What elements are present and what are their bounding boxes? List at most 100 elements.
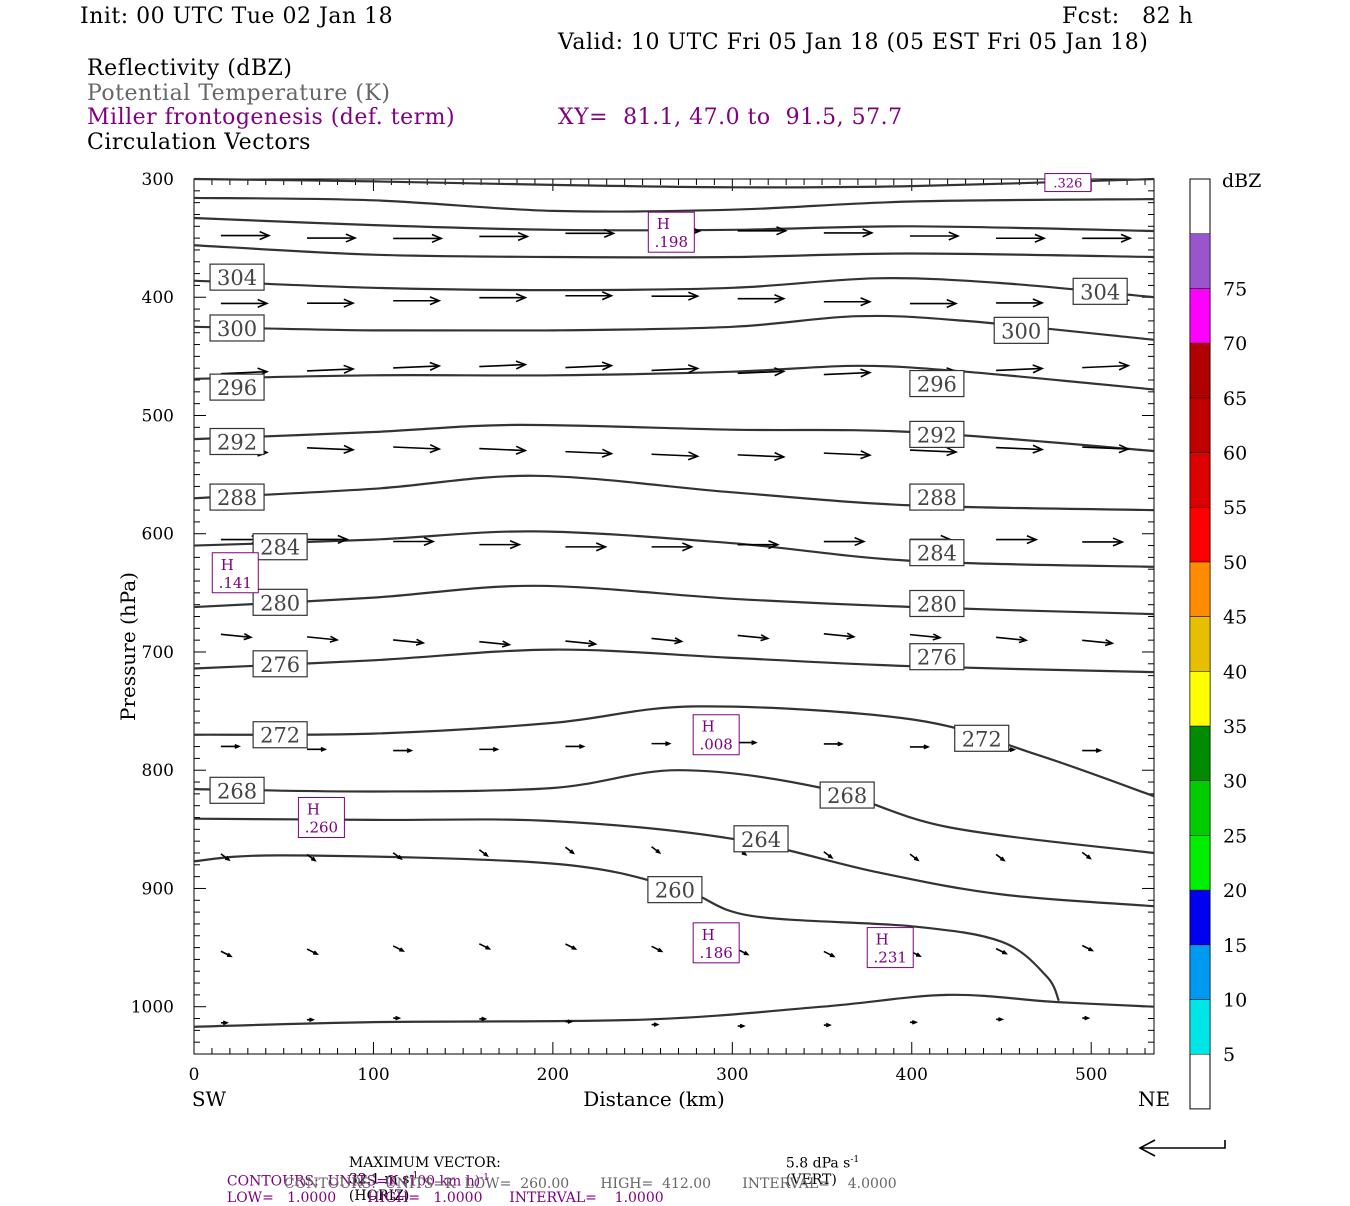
- vector-arrowhead: [567, 1019, 574, 1024]
- frontogenesis-letter: H: [307, 801, 320, 819]
- vector-arrowhead: [657, 947, 664, 953]
- vector-arrowhead: [665, 741, 672, 747]
- theta-label: 284: [252, 533, 308, 561]
- theta-label: 280: [909, 589, 965, 618]
- vector-arrowhead: [998, 1017, 1005, 1022]
- frontogenesis-high: H.231: [866, 927, 914, 969]
- max-vector-vert-value: 5.8 dPa s: [785, 1155, 851, 1172]
- theta-line-sfc: [193, 993, 1155, 1028]
- contours1-units: CONTOURS: UNITS=K (100 km h): [226, 1173, 481, 1190]
- vector-arrowhead: [862, 228, 874, 238]
- vector-arrowhead: [343, 298, 356, 308]
- x-tick-label: 0: [189, 1065, 200, 1085]
- x-axis-title: Distance (km): [583, 1087, 725, 1111]
- theta-label-box: [252, 721, 308, 749]
- vector-arrowhead: [515, 445, 528, 455]
- y-tick-label: 900: [142, 879, 174, 899]
- vector-arrowhead: [415, 638, 426, 646]
- vector-arrowhead: [601, 448, 614, 458]
- frontogenesis-value: .326: [1053, 177, 1082, 192]
- theta-line-th_top4: [193, 244, 1155, 259]
- vector-arrowhead: [948, 231, 961, 241]
- y-tick-label: 300: [142, 170, 174, 190]
- vector-arrowhead: [1034, 233, 1047, 243]
- vector-arrowhead: [1032, 444, 1045, 454]
- frontogenesis-box: [866, 927, 914, 969]
- vector-arrowhead: [653, 1022, 660, 1027]
- circulation-vector: [651, 367, 698, 372]
- sw-label: SW: [192, 1087, 227, 1111]
- theta-label-box: [209, 263, 265, 291]
- theta-label-text: 288: [217, 486, 257, 510]
- theta-label-box: [252, 650, 308, 678]
- theta-line-304: [193, 277, 1155, 299]
- theta-label-text: 304: [217, 266, 257, 290]
- vector-arrowhead: [768, 540, 780, 550]
- vector-arrowhead: [687, 451, 700, 461]
- theta-label-text: 264: [741, 828, 781, 852]
- vector-arrowhead: [1002, 950, 1008, 955]
- theta-label-text: 268: [217, 779, 257, 803]
- theta-label-text: 292: [217, 431, 257, 455]
- theta-line-280: [193, 584, 1155, 616]
- vector-arrowhead: [743, 950, 750, 956]
- vector-arrowhead: [481, 1016, 488, 1022]
- frontogenesis-box: [211, 552, 259, 594]
- theta-label-box: [209, 427, 265, 456]
- vector-arrowhead: [397, 854, 403, 861]
- plot-frame: [193, 178, 1155, 1055]
- circulation-vector: [737, 370, 784, 375]
- vector-arrowhead: [1009, 747, 1017, 753]
- theta-label-box: [252, 588, 308, 616]
- colorbar-label: 20: [1223, 880, 1247, 902]
- colorbar-bin: [1189, 561, 1211, 617]
- theta-label-text: 284: [917, 542, 957, 566]
- theta-label-box: [209, 483, 265, 511]
- colorbar-bin: [1189, 671, 1211, 727]
- forecast-hour: Fcst: 82 h: [1062, 4, 1194, 29]
- circulation-vector: [307, 447, 354, 451]
- theta-label-text: 268: [827, 784, 867, 808]
- theta-label-text: 260: [655, 879, 695, 903]
- vector-arrowhead: [1032, 364, 1045, 374]
- theta-label: 288: [909, 483, 965, 511]
- vector-arrowhead: [595, 542, 608, 552]
- vector-arrowhead: [860, 450, 872, 460]
- theta-label-box: [909, 643, 965, 671]
- colorbar-label: 65: [1223, 388, 1247, 410]
- vector-arrowhead: [343, 444, 356, 455]
- frontogenesis-value: .260: [305, 819, 338, 837]
- circulation-vector: [1082, 446, 1129, 450]
- vector-arrowhead: [226, 952, 233, 958]
- theta-label-box: [819, 781, 875, 809]
- vector-arrowhead: [310, 856, 317, 862]
- valid-time: Valid: 10 UTC Fri 05 Jan 18 (05 EST Fri …: [558, 30, 1149, 55]
- circulation-vector: [823, 633, 854, 638]
- frontogenesis-value: .186: [699, 944, 732, 962]
- theta-label-text: 284: [260, 536, 300, 560]
- vector-arrowhead: [655, 848, 662, 854]
- theta-label-text: 304: [1080, 280, 1120, 304]
- theta-label: 276: [252, 650, 308, 678]
- vector-arrowhead: [860, 368, 872, 378]
- circulation-vector: [306, 636, 338, 641]
- colorbar-bin: [1189, 944, 1211, 1000]
- theta-line-276: [193, 648, 1155, 674]
- frontogenesis-box: [297, 797, 345, 839]
- theta-line-260: [193, 854, 1060, 1002]
- y-tick-label: 1000: [131, 998, 174, 1018]
- colorbar-label: 70: [1223, 333, 1247, 355]
- theta-label: 300: [993, 316, 1049, 344]
- theta-label-box: [909, 589, 965, 618]
- vector-arrowhead: [259, 230, 271, 241]
- circulation-vector: [651, 637, 682, 643]
- vector-arrowhead: [309, 1017, 316, 1023]
- theta-label: 296: [209, 373, 265, 401]
- colorbar-label: 45: [1223, 607, 1247, 629]
- theta-label-box: [209, 373, 265, 401]
- vert-exponent: -1: [850, 1155, 860, 1165]
- vector-arrowhead: [588, 639, 598, 648]
- theta-label: 284: [909, 539, 965, 567]
- theta-label-text: 296: [217, 376, 257, 400]
- max-vector-vert: 5.8 dPa s-1 (VERT): [777, 1139, 859, 1188]
